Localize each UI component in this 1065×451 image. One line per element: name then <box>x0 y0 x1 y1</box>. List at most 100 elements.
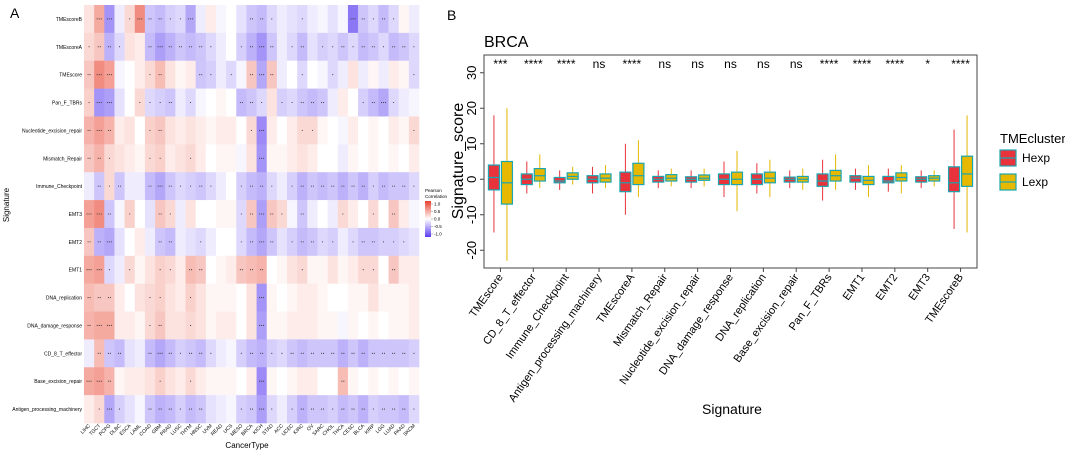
significance-dot <box>89 324 91 327</box>
heatmap-cell <box>408 144 420 173</box>
significance-dot <box>394 408 396 410</box>
significance-dot <box>98 129 100 131</box>
heatmap-cell <box>134 144 146 173</box>
significance-dot <box>150 352 152 354</box>
significance-dot <box>168 241 170 243</box>
significance-dot <box>262 185 264 187</box>
significance-dot <box>323 185 325 187</box>
heatmap-cell <box>134 339 146 368</box>
heatmap-cell <box>276 367 288 396</box>
significance-dot <box>240 241 242 243</box>
significance-dot <box>96 101 98 104</box>
heatmap-cell <box>337 172 349 201</box>
significance-dot <box>210 74 212 76</box>
significance-dot <box>323 101 325 104</box>
heatmap-cell <box>205 200 217 229</box>
significance-dot <box>87 157 89 159</box>
significance-dot <box>249 101 252 104</box>
significance-dot <box>363 185 365 187</box>
box-iqr <box>960 155 974 187</box>
heatmap-cell <box>388 32 399 62</box>
heatmap-cell <box>307 88 318 117</box>
significance-dot <box>87 297 89 299</box>
heatmap-cell <box>287 116 298 145</box>
heatmap-cell <box>337 144 349 173</box>
heatmap-cell <box>266 255 278 284</box>
heatmap-x-axis-title: CancerType <box>225 441 269 450</box>
significance-dot <box>99 46 101 48</box>
significance-dot <box>249 46 252 48</box>
significance-dot <box>291 185 293 187</box>
heatmap-cell <box>205 88 217 117</box>
heatmap-cell <box>287 339 298 368</box>
heatmap-cell <box>205 395 217 424</box>
significance-dot <box>312 352 314 354</box>
heatmap-cell <box>246 5 257 34</box>
heatmap-column-labels: LIHCTGCTPCPGDLBCESCALAMLCOADGBMPRADLUSCT… <box>80 423 417 438</box>
heatmap-cell <box>246 227 257 257</box>
heatmap-cell <box>347 367 359 396</box>
heatmap-cell <box>155 395 166 424</box>
significance-dot <box>109 380 111 382</box>
significance-dot <box>149 157 151 159</box>
heatmap-cell <box>84 116 95 145</box>
significance-dot <box>353 185 355 187</box>
significance-dot <box>199 269 201 271</box>
significance-dot <box>160 74 162 76</box>
significance-dot <box>106 101 108 104</box>
heatmap-cell <box>144 200 156 229</box>
significance-dot <box>201 185 203 187</box>
significance-dot <box>259 324 261 327</box>
heatmap-cell <box>165 227 176 257</box>
heatmap-cell <box>226 339 237 368</box>
significance-dot <box>107 46 109 48</box>
significance-dot <box>90 213 92 215</box>
significance-dot <box>158 241 160 243</box>
heatmap-cell <box>205 255 217 284</box>
heatmap-cell <box>124 172 136 201</box>
significance-dot <box>392 213 394 215</box>
heatmap-cell <box>94 172 105 201</box>
significance-dot <box>249 213 252 215</box>
heatmap-cell <box>368 32 379 62</box>
significance-dot <box>291 46 293 48</box>
significance-dot <box>141 18 143 20</box>
box-iqr <box>947 166 961 193</box>
heatmap-cell <box>175 283 186 312</box>
heatmap-cell <box>94 144 105 173</box>
heatmap-cell <box>358 367 369 396</box>
heatmap-cell <box>246 311 257 340</box>
significance-dot <box>332 408 334 410</box>
heatmap-cell <box>226 227 237 257</box>
heatmap-cell <box>358 116 369 145</box>
heatmap-cell <box>185 60 196 89</box>
significance-dot <box>322 46 324 48</box>
significance-dot <box>292 352 294 354</box>
y-tick-label: -10 <box>464 205 479 224</box>
heatmap-cell <box>388 60 399 89</box>
heatmap-cell <box>307 311 318 340</box>
significance-dot <box>261 46 263 48</box>
significance-dot <box>108 324 110 327</box>
heatmap-cell <box>378 144 389 173</box>
heatmap-cell <box>388 200 399 229</box>
heatmap-row-label: TMEscore <box>59 73 82 79</box>
box-iqr <box>632 162 645 186</box>
significance-dot <box>331 352 333 354</box>
significance-dot <box>381 408 384 410</box>
significance-dot <box>300 185 302 187</box>
significance-dot <box>239 269 241 271</box>
heatmap-cell <box>155 60 166 89</box>
heatmap-cell <box>408 5 420 34</box>
heatmap-cell <box>215 339 227 368</box>
box-iqr <box>533 168 546 182</box>
significance-dot <box>107 297 109 299</box>
significance-dot <box>148 46 150 48</box>
heatmap-cell <box>104 116 115 145</box>
heatmap-column-label: ACC <box>273 423 285 435</box>
heatmap-cell <box>195 5 207 34</box>
heatmap-cell <box>144 367 156 396</box>
significance-dot <box>210 352 212 354</box>
significance-dot <box>137 18 139 20</box>
